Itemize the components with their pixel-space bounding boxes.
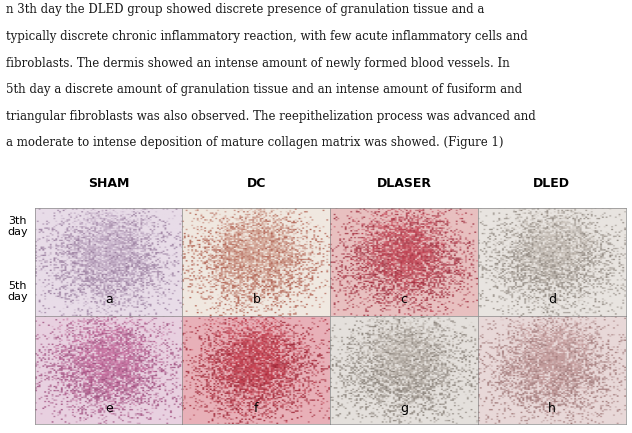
Text: n 3th day the DLED group showed discrete presence of granulation tissue and a: n 3th day the DLED group showed discrete… [6,3,485,16]
Text: DC: DC [246,177,266,190]
Text: 5th
day: 5th day [7,281,28,302]
Text: e: e [105,401,112,415]
Text: DLASER: DLASER [377,177,432,190]
Text: f: f [254,401,258,415]
Text: g: g [400,401,408,415]
Text: h: h [548,401,556,415]
Text: SHAM: SHAM [88,177,130,190]
Text: typically discrete chronic inflammatory reaction, with few acute inflammatory ce: typically discrete chronic inflammatory … [6,30,528,43]
Text: a: a [105,293,112,307]
Text: 3th
day: 3th day [7,216,28,237]
Text: c: c [401,293,408,307]
Text: 5th day a discrete amount of granulation tissue and an intense amount of fusifor: 5th day a discrete amount of granulation… [6,83,523,96]
Text: DLED: DLED [533,177,570,190]
Text: b: b [252,293,260,307]
Text: a moderate to intense deposition of mature collagen matrix was showed. (Figure 1: a moderate to intense deposition of matu… [6,136,504,149]
Text: d: d [548,293,556,307]
Text: triangular fibroblasts was also observed. The reepithelization process was advan: triangular fibroblasts was also observed… [6,110,536,123]
Text: fibroblasts. The dermis showed an intense amount of newly formed blood vessels. : fibroblasts. The dermis showed an intens… [6,57,510,70]
